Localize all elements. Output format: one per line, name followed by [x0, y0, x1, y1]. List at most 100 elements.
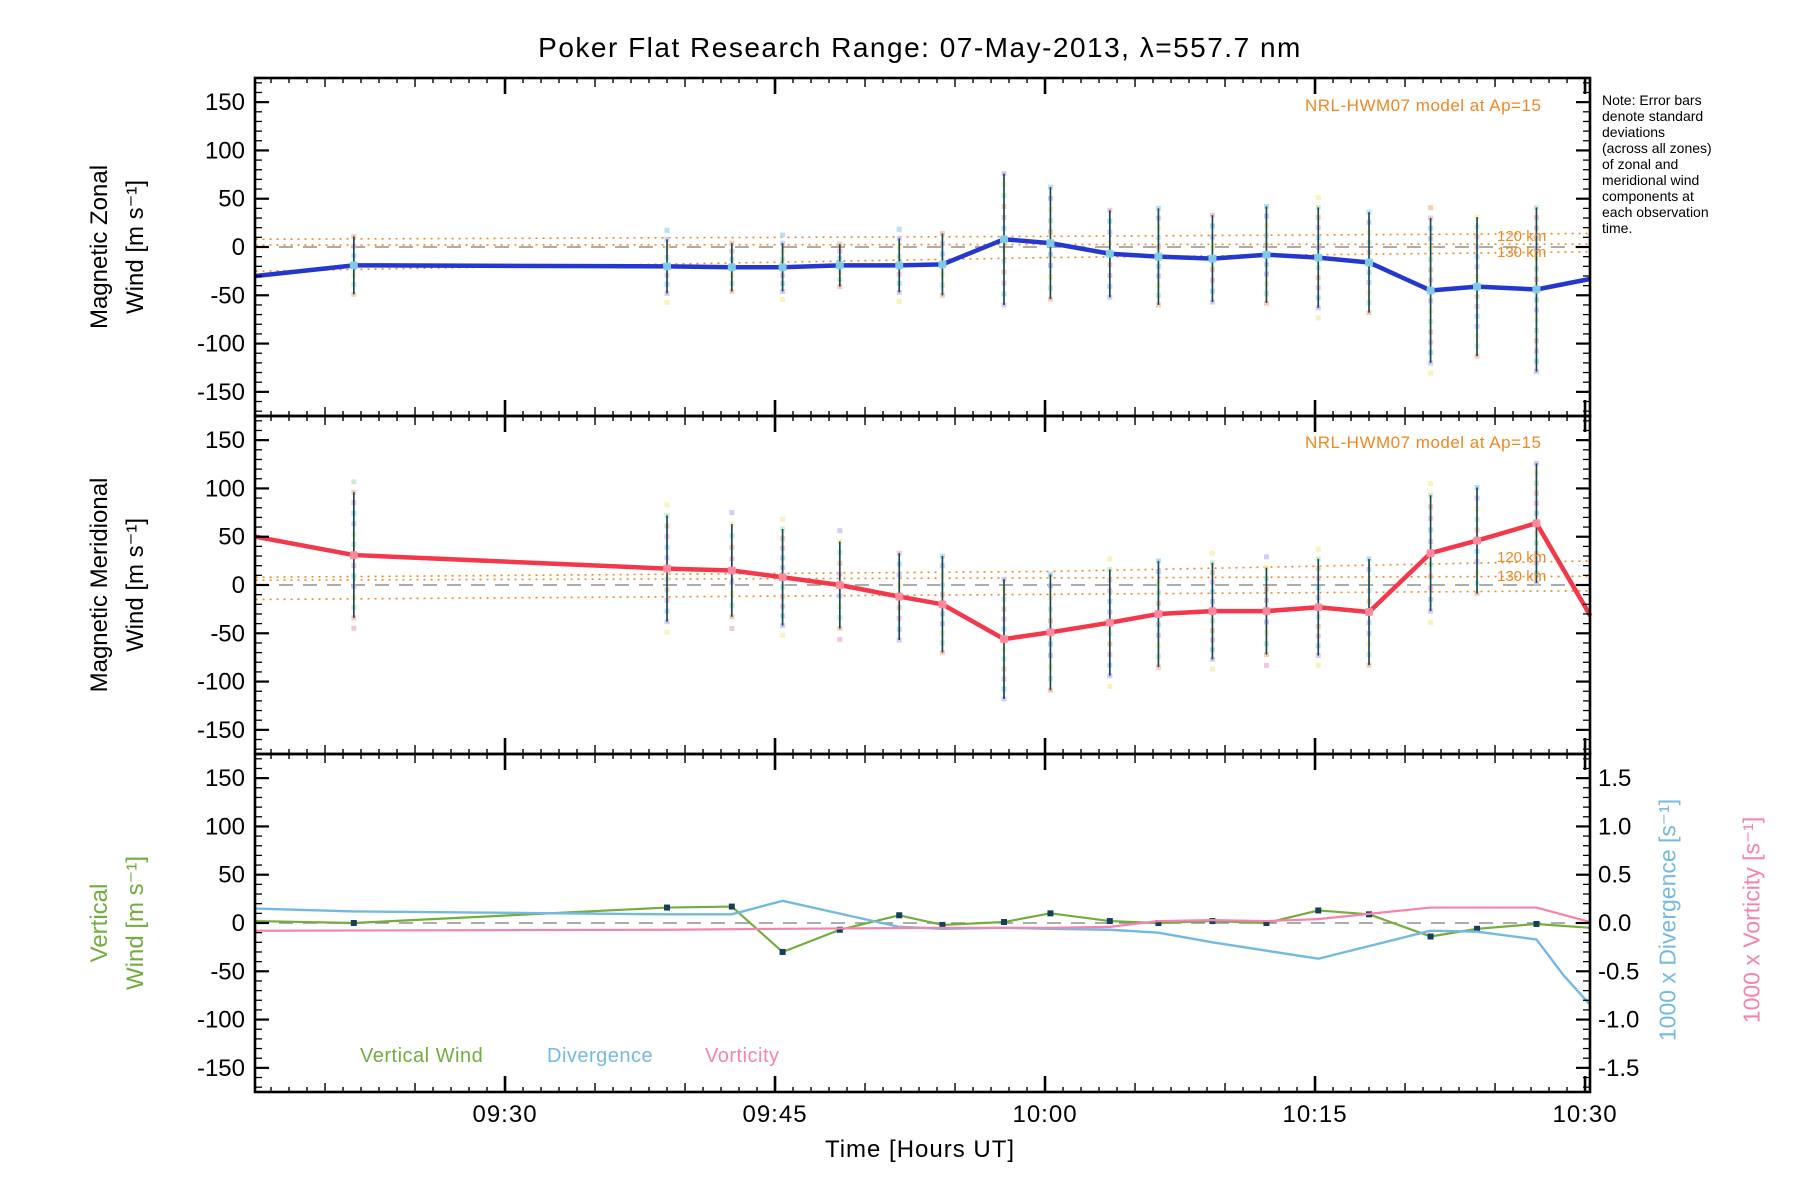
data-marker — [664, 904, 671, 911]
scatter-square — [1428, 620, 1434, 626]
data-marker — [999, 635, 1008, 644]
right-tick-label: 0.0 — [1598, 910, 1631, 937]
scatter-square — [1315, 194, 1321, 200]
scatter-square — [896, 226, 902, 232]
y-axis-title-line: Magnetic Zonal — [86, 164, 113, 330]
y-tick-label: -50 — [210, 620, 245, 647]
note-line: of zonal and — [1602, 156, 1679, 172]
x-axis-title: Time [Hours UT] — [824, 1136, 1016, 1163]
data-marker — [1106, 918, 1113, 925]
data-marker — [1314, 253, 1323, 262]
scatter-square — [1107, 556, 1113, 562]
data-marker — [895, 261, 904, 270]
y-tick-label: -150 — [197, 1055, 245, 1082]
note-line: deviations — [1602, 124, 1666, 140]
scatter-square — [896, 298, 902, 304]
y-tick-label: 0 — [232, 572, 245, 599]
scatter-square — [1263, 554, 1269, 560]
right-tick-label: 1.5 — [1598, 765, 1631, 792]
data-marker — [895, 592, 904, 601]
x-tick-label: 09:30 — [472, 1101, 537, 1128]
model-line-label-120km: 120 km — [1497, 549, 1547, 566]
data-marker — [836, 926, 843, 933]
y-tick-label: -50 — [210, 282, 245, 309]
scatter-square — [664, 629, 670, 635]
scatter-square — [664, 502, 670, 508]
data-marker — [938, 600, 947, 609]
legend-item-vertical-wind: Vertical Wind — [360, 1045, 484, 1067]
y-tick-label: 50 — [218, 862, 245, 889]
right-tick-label: 0.5 — [1598, 862, 1631, 889]
y-tick-label: -100 — [197, 331, 245, 358]
data-marker — [1365, 608, 1374, 617]
scatter-square — [780, 632, 786, 638]
scatter-square — [1209, 550, 1215, 556]
y-tick-label: 150 — [205, 89, 245, 116]
y-axis-title-line: Wind [m s⁻¹] — [122, 518, 149, 653]
data-marker — [939, 921, 946, 928]
data-marker — [1154, 609, 1163, 618]
data-marker — [727, 566, 736, 575]
data-marker — [1262, 250, 1271, 259]
scatter-square — [351, 625, 357, 631]
right-tick-label: 1.0 — [1598, 813, 1631, 840]
data-marker — [1532, 519, 1541, 528]
data-marker — [1046, 239, 1055, 248]
data-marker — [1263, 920, 1270, 926]
data-marker — [1365, 258, 1374, 267]
y-axis-title-line: Wind [m s⁻¹] — [122, 180, 149, 315]
right-tick-label: -0.5 — [1598, 958, 1639, 985]
scatter-square — [1428, 481, 1434, 487]
model-line-label-130km: 130 km — [1497, 568, 1547, 585]
data-marker — [1532, 285, 1541, 294]
y-tick-label: 50 — [218, 524, 245, 551]
model-annotation-zonal: NRL-HWM07 model at Ap=15 — [1305, 96, 1542, 115]
scatter-square — [664, 227, 670, 233]
legend-item-vorticity: Vorticity — [705, 1045, 780, 1067]
scatter-square — [1428, 205, 1434, 211]
data-marker — [349, 551, 358, 560]
data-marker — [1000, 919, 1007, 926]
data-marker — [1427, 933, 1434, 940]
model-line — [255, 575, 1591, 581]
right-tick-label: -1.0 — [1598, 1007, 1639, 1034]
scatter-square — [664, 299, 670, 305]
y-tick-label: 100 — [205, 813, 245, 840]
data-marker — [1154, 252, 1163, 261]
scatter-square — [729, 510, 735, 516]
y-tick-label: -150 — [197, 717, 245, 744]
data-marker — [1047, 910, 1054, 917]
data-marker — [999, 235, 1008, 244]
note-line: denote standard — [1602, 108, 1704, 124]
scatter-square — [1209, 666, 1215, 672]
y-tick-label: -150 — [197, 379, 245, 406]
x-tick-label: 09:45 — [742, 1101, 807, 1128]
data-marker — [835, 581, 844, 589]
right-axis-title-vorticity: 1000 x Vorticity [s⁻¹] — [1738, 816, 1765, 1024]
y-tick-label: 150 — [205, 765, 245, 792]
note-line: components at — [1602, 188, 1694, 204]
data-marker — [663, 262, 672, 271]
y-tick-label: 50 — [218, 186, 245, 213]
y-tick-label: -100 — [197, 1007, 245, 1034]
model-line-label-120km: 120 km — [1497, 228, 1547, 245]
data-marker — [663, 564, 672, 573]
y-axis-title-line: Wind [m s⁻¹] — [122, 855, 149, 991]
scatter-square — [1315, 315, 1321, 321]
y-tick-label: -100 — [197, 669, 245, 696]
data-marker — [1046, 628, 1055, 637]
vorticity-line — [255, 906, 1591, 932]
scatter-square — [780, 296, 786, 302]
y-axis-title-meridional: Magnetic Meridional Wind [m s⁻¹] — [82, 478, 154, 693]
data-marker — [349, 261, 358, 270]
note-line: (across all zones) — [1602, 140, 1712, 156]
right-axis-title-divergence: 1000 x Divergence [s⁻¹] — [1654, 798, 1681, 1042]
y-tick-label: 100 — [205, 137, 245, 164]
data-marker — [1262, 607, 1271, 616]
data-marker — [835, 261, 844, 270]
scatter-square — [1315, 662, 1321, 668]
y-tick-label: 0 — [232, 910, 245, 937]
y-axis-title-line: Vertical — [86, 883, 113, 963]
data-marker — [1426, 549, 1435, 558]
